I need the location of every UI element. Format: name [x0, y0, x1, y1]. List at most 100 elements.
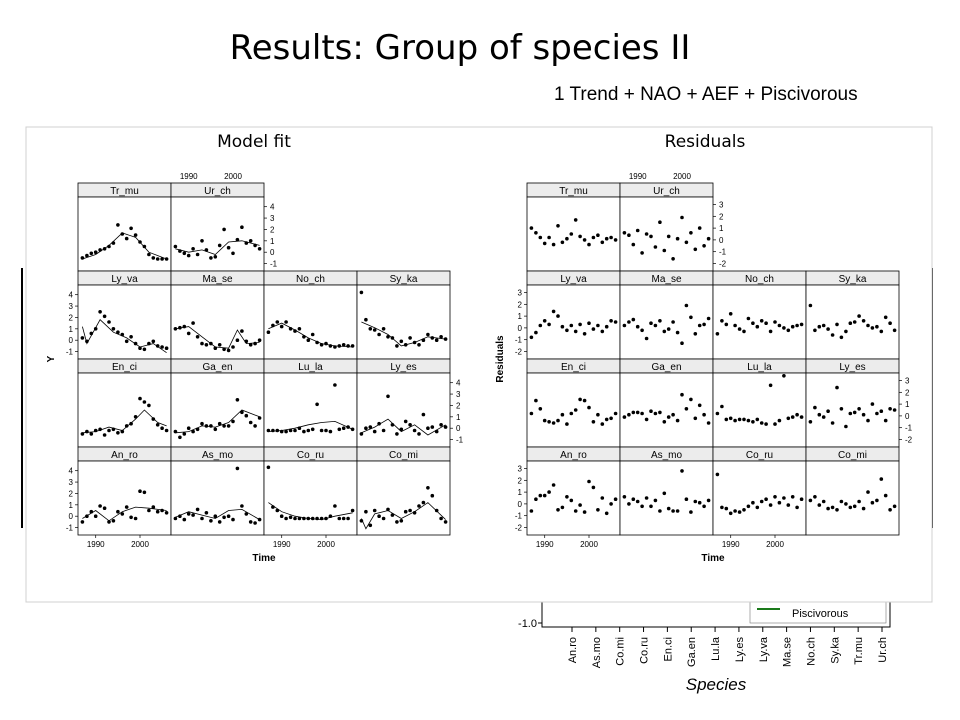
data-point-Tr_mu: [107, 244, 111, 249]
data-point-Co_ru: [293, 516, 297, 521]
data-point-As_mo: [649, 504, 653, 509]
data-point-Ly_es: [821, 415, 826, 419]
residuals-trellis: Tr_mu Ur_ch Ly_va Ma_se No_ch Sy_ka En_ci Ga_en…: [495, 172, 913, 564]
fit-line-Ga_en: [175, 409, 260, 434]
data-point-En_ci: [120, 429, 125, 434]
data-point-An_ro: [93, 514, 98, 518]
data-point-Co_mi: [408, 508, 412, 513]
data-point-Ly_es: [364, 426, 368, 431]
data-point-Ly_va: [613, 320, 618, 324]
data-point-Co_ru: [288, 515, 293, 520]
data-point-En_ci: [560, 412, 565, 417]
data-point-Co_ru: [284, 516, 288, 521]
data-point-En_ci: [151, 417, 156, 421]
data-point-Co_ru: [764, 497, 768, 502]
data-point-Ly_es: [390, 423, 395, 427]
data-point-Co_mi: [875, 498, 879, 503]
data-point-Ga_en: [195, 427, 200, 432]
data-point-Ly_es: [870, 402, 875, 406]
data-point-Ly_va: [547, 322, 551, 327]
data-point-Ur_ch: [697, 226, 702, 230]
data-point-Sy_ka: [879, 329, 884, 334]
data-point-No_ch: [279, 324, 284, 329]
model-subtitle: 1 Trend + NAO + AEF + Piscivorous: [554, 84, 858, 105]
data-point-As_mo: [222, 515, 226, 520]
x-tick-label-bottom: 1990: [722, 540, 740, 549]
data-point-En_ci: [587, 405, 591, 410]
panel-Ly_va: [526, 284, 621, 360]
data-point-En_ci: [604, 417, 609, 422]
x-tick-label-bottom: 2000: [131, 540, 149, 549]
bar-category-label: Ga.en: [686, 637, 698, 667]
data-point-En_ci: [556, 418, 560, 423]
panel-Ly_va: [77, 284, 172, 360]
data-point-Ly_va: [560, 324, 565, 329]
data-point-Tr_mu: [89, 251, 94, 256]
data-point-En_ci: [164, 428, 169, 433]
x-tick-label-top: 2000: [673, 172, 691, 181]
data-point-Co_mi: [852, 504, 857, 509]
y-tick-label: -1: [456, 436, 464, 445]
data-point-Ga_en: [671, 412, 675, 417]
y-tick-label: 0: [270, 248, 275, 257]
bar-category-label: Co.ru: [639, 637, 651, 664]
data-point-Ly_es: [421, 412, 426, 417]
data-point-Co_mi: [857, 499, 861, 504]
data-point-Sy_ka: [439, 335, 443, 339]
data-point-Ly_es: [857, 407, 861, 411]
data-point-Ga_en: [226, 424, 231, 428]
data-point-Sy_ka: [417, 343, 421, 347]
data-point-Lu_la: [279, 429, 284, 434]
data-point-Ma_se: [191, 321, 195, 325]
data-point-En_ci: [547, 420, 551, 424]
data-point-Ur_ch: [622, 231, 627, 235]
data-point-Co_mi: [861, 506, 866, 511]
data-point-Ma_se: [209, 341, 213, 346]
data-point-An_ro: [587, 479, 591, 484]
data-point-As_mo: [257, 517, 262, 522]
data-point-Ur_ch: [649, 234, 653, 239]
data-point-Co_ru: [297, 516, 302, 521]
data-point-Ur_ch: [240, 225, 244, 229]
bar-category-label: Ur.ch: [877, 637, 889, 663]
data-point-En_ci: [529, 411, 534, 416]
data-point-An_ro: [565, 495, 569, 499]
data-point-Ly_es: [892, 408, 897, 412]
panel-Ur_ch: [170, 196, 265, 272]
data-point-Co_mi: [430, 493, 435, 498]
data-point-Ga_en: [257, 416, 262, 420]
data-point-Co_mi: [848, 505, 853, 510]
data-point-En_ci: [542, 418, 547, 423]
data-point-Ga_en: [213, 427, 218, 432]
strip-label-Ly_va: Ly_va: [560, 274, 587, 285]
data-point-An_ro: [164, 511, 169, 515]
data-point-Ly_va: [538, 323, 543, 328]
data-point-Ly_va: [573, 329, 578, 334]
data-point-Ly_es: [359, 432, 364, 436]
x-axis-title: Time: [252, 553, 276, 564]
data-point-Tr_mu: [551, 242, 556, 247]
data-point-Ga_en: [622, 415, 627, 419]
y-tick-label: 3: [456, 390, 461, 399]
data-point-Ly_es: [888, 407, 892, 411]
data-point-As_mo: [675, 509, 680, 513]
data-point-An_ro: [133, 516, 138, 521]
y-tick-label: 2: [518, 476, 523, 485]
data-point-Sy_ka: [852, 320, 857, 324]
data-point-Ma_se: [257, 338, 262, 343]
data-point-No_ch: [341, 343, 346, 347]
data-point-En_ci: [600, 422, 605, 426]
data-point-Ly_va: [111, 327, 116, 331]
data-point-As_mo: [235, 466, 240, 471]
data-point-No_ch: [755, 324, 760, 329]
data-point-Ly_va: [151, 339, 156, 344]
y-tick-label: 0: [69, 512, 74, 521]
data-point-Ly_es: [839, 407, 844, 411]
data-point-Tr_mu: [569, 232, 574, 236]
data-point-Lu_la: [742, 417, 746, 422]
data-point-Ur_ch: [173, 244, 178, 249]
data-point-Ur_ch: [222, 227, 226, 232]
data-point-Lu_la: [790, 415, 795, 419]
strip-label-No_ch: No_ch: [296, 274, 325, 285]
data-point-An_ro: [591, 485, 596, 490]
